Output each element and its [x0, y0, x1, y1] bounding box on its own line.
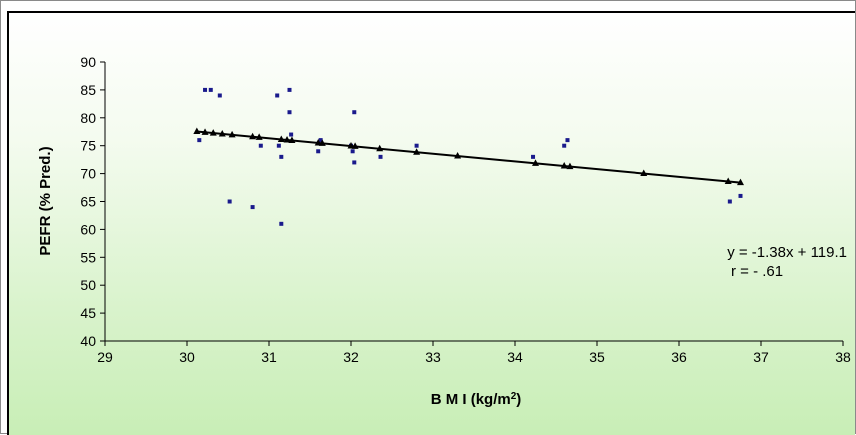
data-point [279, 221, 284, 226]
data-point [197, 138, 202, 143]
trendline-marker [376, 144, 384, 152]
data-point [727, 199, 732, 204]
y-tick-label: 55 [80, 249, 96, 265]
data-point [203, 87, 208, 92]
trendline-marker [277, 135, 285, 142]
data-point [316, 149, 321, 154]
x-axis-title: B M I (kg/m2) [431, 391, 522, 409]
y-tick-label: 90 [80, 54, 96, 70]
data-point [318, 138, 323, 143]
trendline-marker [255, 133, 263, 140]
data-point [289, 132, 294, 137]
y-tick-label: 65 [80, 194, 96, 210]
trendline-marker [209, 129, 217, 136]
x-tick-label: 31 [261, 349, 277, 365]
x-tick-label: 34 [507, 349, 523, 365]
x-tick-label: 30 [179, 349, 195, 365]
data-point [352, 160, 357, 165]
plot-background [7, 11, 855, 435]
axes [100, 61, 844, 346]
y-tick-label: 80 [80, 110, 96, 126]
x-tick-label: 37 [753, 349, 769, 365]
data-point [208, 87, 213, 92]
x-tick-label: 32 [343, 349, 359, 365]
trendline-marker [228, 130, 236, 138]
x-tick-label: 29 [97, 349, 113, 365]
trendline-marker [566, 162, 574, 170]
tick-labels: 40 45 50 55 60 65 70 75 80 85 90 29 30 31 32 33 34 35 36 37… [80, 54, 851, 365]
y-tick-label: 75 [80, 138, 96, 154]
x-tick-label: 35 [589, 349, 605, 365]
correlation-coefficient: r = - .61 [731, 263, 783, 280]
y-tick-label: 50 [80, 277, 96, 293]
trendline-marker [193, 127, 201, 135]
data-point [287, 87, 292, 92]
trendline-group [193, 127, 744, 186]
y-tick-label: 40 [80, 333, 96, 349]
trendline-marker [318, 139, 326, 146]
data-point [378, 154, 383, 159]
trendline [196, 130, 741, 184]
trendline-marker [351, 142, 359, 149]
trendline-marker [218, 129, 226, 137]
data-point [531, 154, 536, 159]
y-tick-label: 60 [80, 221, 96, 237]
trendline-marker [532, 159, 539, 166]
trendline-marker [283, 136, 291, 143]
y-tick-label: 45 [80, 305, 96, 321]
trendline-marker [724, 177, 732, 184]
trendline-marker [640, 169, 648, 177]
data-point [250, 205, 255, 210]
data-point [414, 143, 419, 148]
data-point [565, 138, 570, 143]
data-point [227, 199, 232, 204]
data-point [217, 93, 222, 98]
x-tick-label: 36 [671, 349, 687, 365]
trendline-equation: y = -1.38x + 119.1 [727, 244, 847, 261]
y-axis-title: PEFR (% Pred.) [37, 146, 54, 255]
data-point [287, 110, 292, 115]
trendline-marker [413, 148, 421, 155]
trendline-marker [249, 132, 257, 140]
y-tick-label: 70 [80, 166, 96, 182]
trendline-marker [454, 152, 462, 159]
y-tick-label: 85 [80, 82, 96, 98]
data-point [276, 143, 281, 148]
data-point [275, 93, 280, 98]
trendline-marker [288, 136, 296, 143]
data-point [258, 143, 263, 148]
data-point [350, 149, 355, 154]
data-point [738, 193, 743, 198]
trendline-marker [737, 178, 744, 186]
data-point [352, 110, 357, 115]
x-tick-label: 38 [835, 349, 851, 365]
trendline-marker [201, 128, 209, 135]
data-point [562, 143, 567, 148]
trendline-marker [560, 162, 568, 169]
data-point [279, 154, 284, 159]
x-tick-label: 33 [425, 349, 441, 365]
